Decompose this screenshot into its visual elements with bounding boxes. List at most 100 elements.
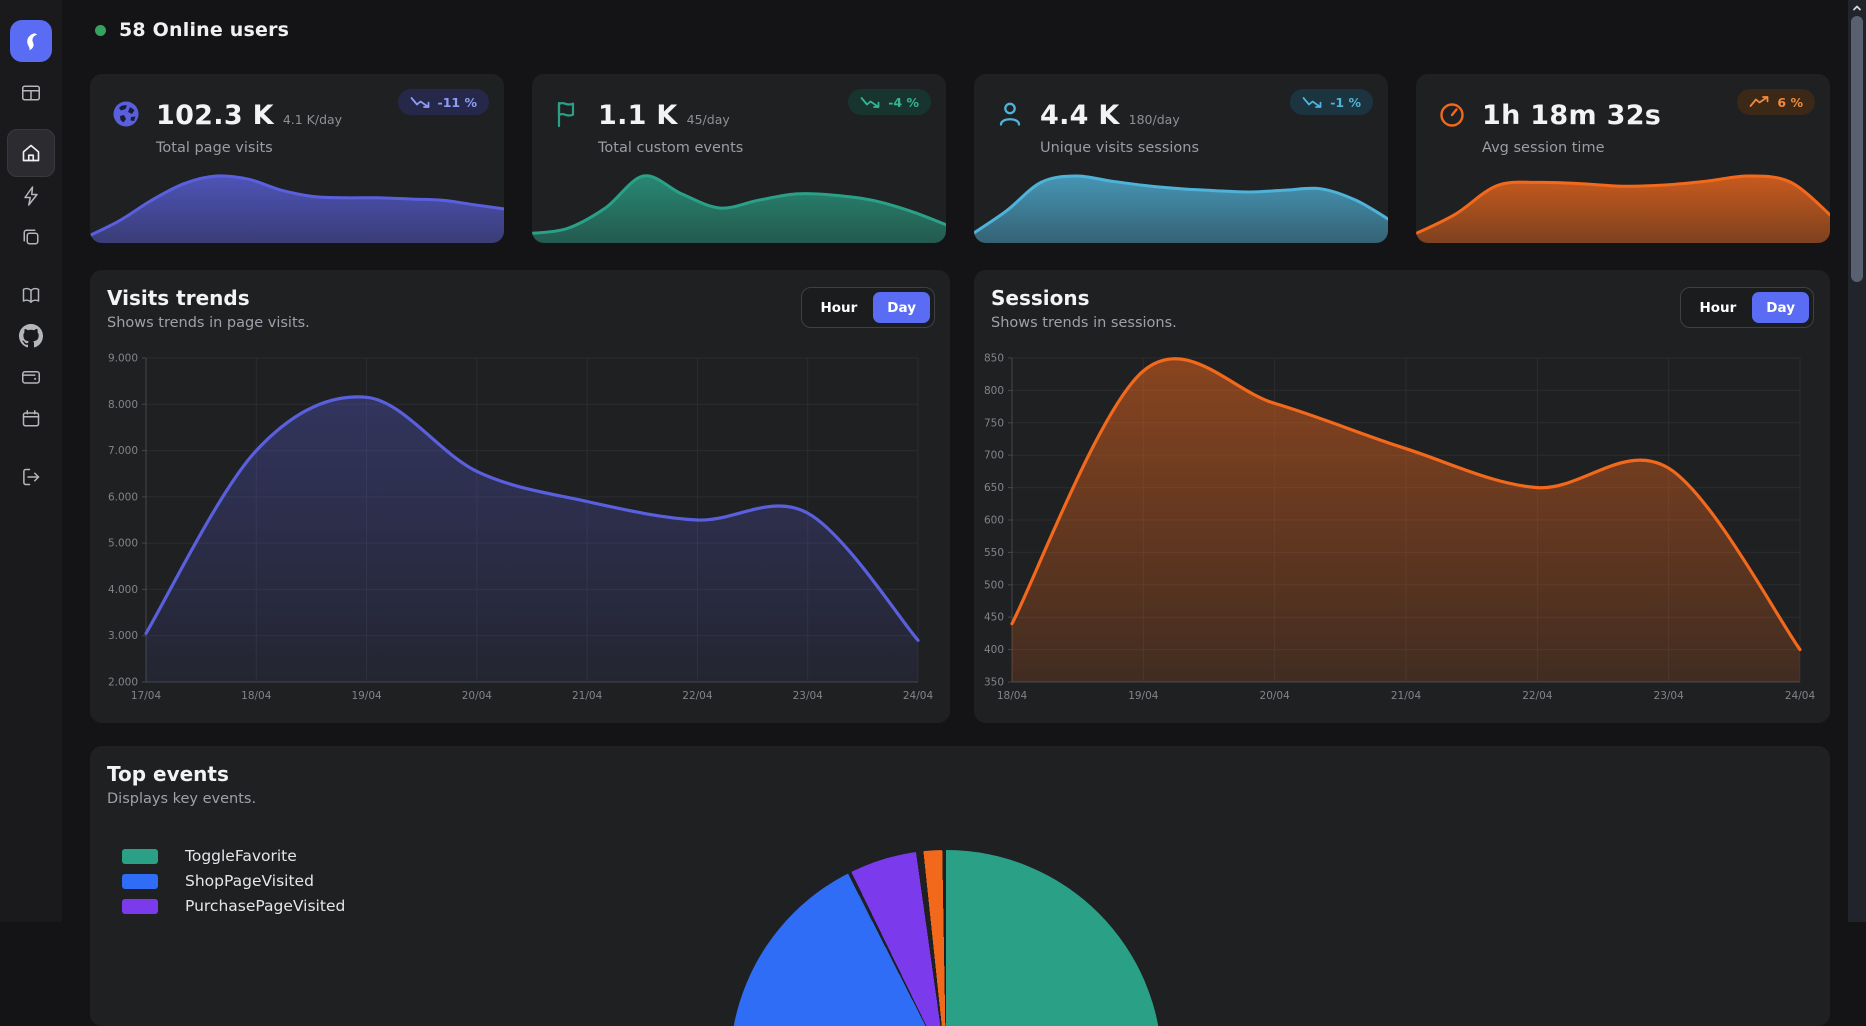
sidebar-item-dashboards[interactable]: [19, 81, 43, 105]
stat-value: 1.1 K: [598, 100, 678, 131]
sessions-interval-toggle: Hour Day: [1680, 287, 1814, 328]
legend-swatch: [122, 848, 158, 864]
legend-swatch: [122, 873, 158, 889]
custom-events-sparkline: [532, 174, 946, 243]
visits-interval-toggle: Hour Day: [801, 287, 935, 328]
sessions-day-button[interactable]: Day: [1752, 292, 1809, 323]
visits-day-button[interactable]: Day: [873, 292, 930, 323]
legend-item-shoppagevisited: ShopPageVisited: [122, 872, 314, 890]
wallet-icon: [19, 365, 43, 389]
svg-text:3.000: 3.000: [108, 630, 138, 642]
vertical-scrollbar: [1848, 0, 1866, 922]
svg-text:450: 450: [984, 612, 1004, 624]
panel-subtitle: Displays key events.: [107, 791, 257, 807]
stat-label: Avg session time: [1482, 140, 1605, 156]
svg-text:400: 400: [984, 644, 1004, 656]
svg-text:700: 700: [984, 450, 1004, 462]
svg-text:550: 550: [984, 547, 1004, 559]
panel-title: Sessions: [991, 286, 1090, 310]
svg-text:23/04: 23/04: [793, 690, 824, 702]
bolt-icon: [19, 184, 43, 208]
svg-text:350: 350: [984, 677, 1004, 689]
avg-session-sparkline: [1416, 174, 1830, 243]
sessions-area-chart: 350 400 450 500 550 600 650 700 750 800 850 18/04 19…: [984, 353, 1815, 703]
home-icon: [19, 141, 43, 165]
sidebar-item-calendar[interactable]: [19, 407, 43, 431]
sessions-hour-button[interactable]: Hour: [1685, 292, 1750, 323]
sidebar: [0, 0, 62, 922]
stat-card-total-custom-events: 1.1 K 45/day Total custom events -4 %: [532, 74, 946, 243]
legend-swatch: [122, 898, 158, 914]
trend-badge: 6 %: [1737, 89, 1815, 115]
svg-text:4.000: 4.000: [108, 584, 138, 596]
top-events-pie-chart: [730, 850, 1162, 1026]
sidebar-item-events[interactable]: [19, 184, 43, 208]
stat-rate: 4.1 K/day: [282, 112, 343, 127]
sidebar-item-github[interactable]: [19, 324, 43, 348]
person-icon: [994, 98, 1026, 130]
svg-text:7.000: 7.000: [108, 445, 138, 457]
svg-text:19/04: 19/04: [351, 690, 382, 702]
stat-label: Total page visits: [156, 140, 273, 156]
logout-icon: [19, 465, 43, 489]
svg-text:750: 750: [984, 417, 1004, 429]
visits-hour-button[interactable]: Hour: [806, 292, 871, 323]
stat-value: 1h 18m 32s: [1482, 100, 1662, 131]
trend-down-icon: [410, 97, 429, 108]
trend-badge-text: -1 %: [1330, 94, 1361, 110]
sidebar-item-home[interactable]: [19, 141, 43, 165]
svg-text:5.000: 5.000: [108, 538, 138, 550]
svg-text:21/04: 21/04: [1391, 690, 1422, 702]
trend-badge: -4 %: [848, 89, 931, 115]
trend-badge: -11 %: [397, 89, 489, 115]
svg-text:20/04: 20/04: [1260, 690, 1291, 702]
unique-sessions-sparkline: [974, 174, 1388, 243]
scrollbar-up-arrow[interactable]: [1851, 2, 1863, 14]
online-status-dot: [95, 24, 106, 36]
sidebar-item-pages[interactable]: [19, 225, 43, 249]
stat-rate: 180/day: [1128, 112, 1180, 127]
book-icon: [19, 283, 43, 307]
stat-card-avg-session-time: 1h 18m 32s Avg session time 6 %: [1416, 74, 1830, 243]
page-visits-sparkline: [90, 174, 504, 243]
svg-text:650: 650: [984, 482, 1004, 494]
svg-text:18/04: 18/04: [241, 690, 272, 702]
app-logo[interactable]: [10, 20, 52, 62]
sidebar-item-docs[interactable]: [19, 283, 43, 307]
svg-text:8.000: 8.000: [108, 399, 138, 411]
stat-value: 4.4 K: [1040, 100, 1120, 131]
sidebar-item-billing[interactable]: [19, 365, 43, 389]
svg-text:22/04: 22/04: [1522, 690, 1553, 702]
stat-label: Total custom events: [598, 140, 744, 156]
legend-label: ToggleFavorite: [185, 847, 297, 865]
svg-text:20/04: 20/04: [462, 690, 493, 702]
svg-text:22/04: 22/04: [682, 690, 713, 702]
svg-text:17/04: 17/04: [131, 690, 162, 702]
visits-trends-panel: Visits trends Shows trends in page visit…: [90, 270, 950, 723]
stat-label: Unique visits sessions: [1040, 140, 1200, 156]
scrollbar-thumb[interactable]: [1851, 16, 1863, 282]
timer-icon: [1436, 98, 1468, 130]
panel-subtitle: Shows trends in page visits.: [107, 315, 310, 331]
legend-label: ShopPageVisited: [185, 872, 314, 890]
online-users-count: 58 Online users: [119, 19, 290, 41]
stat-rate: 45/day: [686, 112, 730, 127]
globe-icon: [110, 98, 142, 130]
sidebar-active-indicator: [7, 129, 55, 177]
trend-badge: -1 %: [1290, 89, 1373, 115]
trend-badge-text: 6 %: [1777, 94, 1803, 110]
stat-value: 102.3 K: [156, 100, 274, 131]
trend-up-icon: [1750, 96, 1769, 107]
svg-text:800: 800: [984, 385, 1004, 397]
visits-area-chart: 2.000 3.000 4.000 5.000 6.000 7.000 8.000 9.000…: [108, 353, 934, 703]
svg-text:6.000: 6.000: [108, 491, 138, 503]
sidebar-item-logout[interactable]: [19, 465, 43, 489]
flag-icon: [552, 98, 584, 130]
github-icon: [19, 324, 43, 348]
sessions-panel: Sessions Shows trends in sessions. Hour …: [974, 270, 1830, 723]
svg-text:2.000: 2.000: [108, 677, 138, 689]
svg-text:21/04: 21/04: [572, 690, 603, 702]
top-events-panel: Top events Displays key events. ToggleFa…: [90, 746, 1830, 1026]
layout-icon: [19, 81, 43, 105]
